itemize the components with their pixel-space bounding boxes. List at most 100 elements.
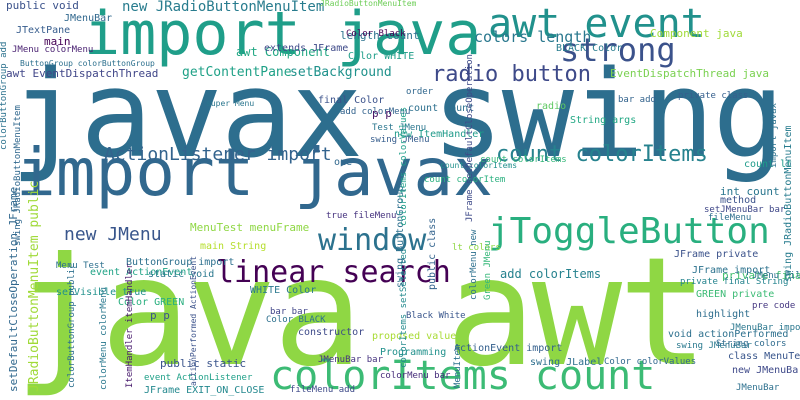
cloud-word: event ActionListener [144, 373, 253, 383]
cloud-word: colorItems colorValues [399, 106, 409, 226]
cloud-word: import javax [16, 134, 493, 211]
cloud-word: add colorItems [500, 267, 602, 281]
cloud-word: int count [720, 185, 780, 198]
cloud-word: swing JLabel [530, 357, 603, 368]
cloud-word: Test JMenu [372, 123, 427, 133]
cloud-word: JFrame import [692, 265, 771, 276]
cloud-word: lt colors [452, 243, 501, 253]
cloud-word: one [334, 157, 353, 168]
cloud-word: main String [200, 241, 267, 252]
cloud-word: final Color [318, 95, 385, 106]
cloud-word: colorMenu colorMenu [99, 287, 109, 390]
cloud-word: String colors [716, 339, 787, 349]
cloud-word: JMenuBar import [730, 323, 800, 333]
cloud-word: awt Component [236, 45, 330, 59]
cloud-word: void actionPerformed [668, 329, 789, 340]
cloud-word: awt EventDispatchThread [6, 67, 159, 80]
cloud-word: getContentPane [182, 65, 292, 80]
cloud-word: Black White [406, 311, 466, 321]
cloud-word: JRadioButtonMenuItem [320, 0, 417, 8]
cloud-word: swing JRadioButtonMenuItem [13, 105, 23, 246]
cloud-word: bar bar [270, 307, 308, 317]
cloud-word: method [720, 195, 757, 206]
cloud-word: awt event [488, 1, 705, 47]
cloud-word: linear search [216, 255, 451, 290]
cloud-word: super Menu [206, 99, 255, 108]
cloud-word: JFrame setDefaultCloseOperation [465, 54, 475, 222]
cloud-word: public static [160, 357, 247, 370]
cloud-word: colorItems count [270, 353, 656, 399]
cloud-word: Menu Test [56, 261, 105, 271]
cloud-word: true fileMenu [326, 211, 397, 221]
cloud-word: JRadioButtonMenuItem public [27, 180, 42, 392]
cloud-word: constructor [298, 327, 365, 338]
cloud-word: ButtonGroup colorButtonGroup [20, 59, 155, 68]
cloud-word: fileMenu add [290, 385, 356, 395]
cloud-word: colorButtonGroup add [0, 41, 9, 150]
cloud-word: swing JMenuBar [676, 341, 752, 351]
cloud-word: fileMenu [708, 213, 752, 223]
cloud-word: new JMenuBar [732, 365, 800, 376]
cloud-word: order [406, 87, 434, 97]
cloud-word: Color WHITE [348, 51, 415, 62]
cloud-word: radio button [432, 62, 591, 87]
cloud-word: new JMenu [64, 224, 162, 245]
cloud-word: GREEN private [696, 289, 775, 300]
cloud-word: JMenu File [752, 271, 800, 281]
cloud-word: JMenuBar bar [318, 355, 384, 365]
cloud-word: count colorItems [440, 161, 518, 170]
cloud-word: EventDispatchThread java [610, 67, 769, 80]
cloud-word: WHITE Color [250, 285, 317, 296]
cloud-word: Programming [380, 347, 447, 358]
cloud-word: JFrame EXIT_ON_CLOSE [144, 385, 265, 396]
cloud-word: String args [570, 115, 637, 126]
cloud-word: main [44, 35, 71, 48]
cloud-word: new ItemHandler [394, 129, 485, 140]
cloud-word: ButtonGroup import [126, 257, 235, 268]
cloud-word: swing JMenu [370, 135, 430, 145]
cloud-word: proposed value [372, 331, 457, 342]
cloud-word: extends JFrame [264, 43, 349, 54]
cloud-word: add colorMenu [340, 107, 411, 117]
cloud-word: ActionListener import [104, 144, 332, 165]
cloud-word: Component java [650, 27, 743, 40]
cloud-word: Color colorValues [604, 357, 697, 367]
cloud-word: import javax [769, 102, 779, 168]
cloud-word: JTextPane [16, 25, 71, 36]
cloud-word: Color Black [346, 29, 406, 39]
cloud-word: JFrame private [674, 249, 759, 260]
cloud-word: p p [372, 107, 392, 120]
cloud-word: radio [536, 101, 567, 112]
cloud-word: highlight [696, 309, 751, 320]
cloud-word: setVisible true [56, 287, 147, 298]
cloud-word: MenuItem [453, 344, 463, 388]
cloud-word: event ActionEvent [90, 267, 193, 278]
cloud-word: JMenu colorMenu [12, 45, 94, 55]
cloud-word: Green JMenu [483, 240, 493, 300]
cloud-word: new JRadioButtonMenuItem [122, 0, 325, 15]
cloud-word: class MenuTest [728, 351, 800, 362]
cloud-word: MenuTest menuFrame [190, 221, 310, 234]
cloud-word: BLACK Color [556, 43, 623, 54]
cloud-word: static void [148, 269, 215, 280]
cloud-word: count colorItems [496, 142, 708, 167]
cloud-word: setJMenuBar bar [704, 205, 786, 215]
cloud-word: public class [427, 217, 438, 290]
cloud-word: length count [340, 29, 420, 42]
cloud-word: colorMenu new [469, 229, 479, 300]
cloud-word: public void [6, 0, 79, 12]
cloud-word: count colorItems [480, 155, 567, 165]
cloud-word: colorMenu bar [380, 371, 451, 381]
cloud-word: ActionEvent import [454, 343, 563, 354]
cloud-word: colorButtonGroup public [67, 263, 77, 388]
cloud-word: JMenuBar [736, 383, 780, 393]
cloud-word: Color GREEN [118, 297, 185, 308]
cloud-word: pre code [752, 301, 796, 311]
cloud-word: count lt [744, 159, 793, 170]
cloud-word: setBackground [290, 65, 392, 80]
cloud-word: private final [722, 269, 800, 282]
cloud-word: bar add [618, 95, 656, 105]
cloud-word: JMenuBar [64, 13, 113, 24]
cloud-word: actionPerformed ActionEvent [189, 255, 198, 386]
